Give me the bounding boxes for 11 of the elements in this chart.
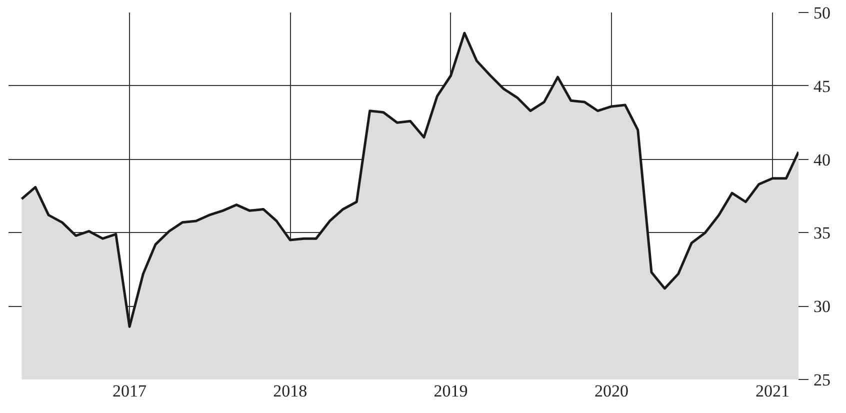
y-tick-label: 40 [814,150,830,170]
y-tick-label: 50 [814,4,830,22]
x-tick-label: 2021 [756,382,790,400]
x-tick-label: 2019 [434,382,468,400]
y-tick-label: 25 [814,370,830,390]
y-tick-label: 35 [814,224,830,243]
y-tick-label: 45 [814,76,830,96]
x-tick-label: 2018 [273,382,308,400]
x-tick-label: 2020 [594,382,628,400]
y-tick-label: 30 [814,297,830,316]
x-tick-label: 2017 [112,382,148,400]
